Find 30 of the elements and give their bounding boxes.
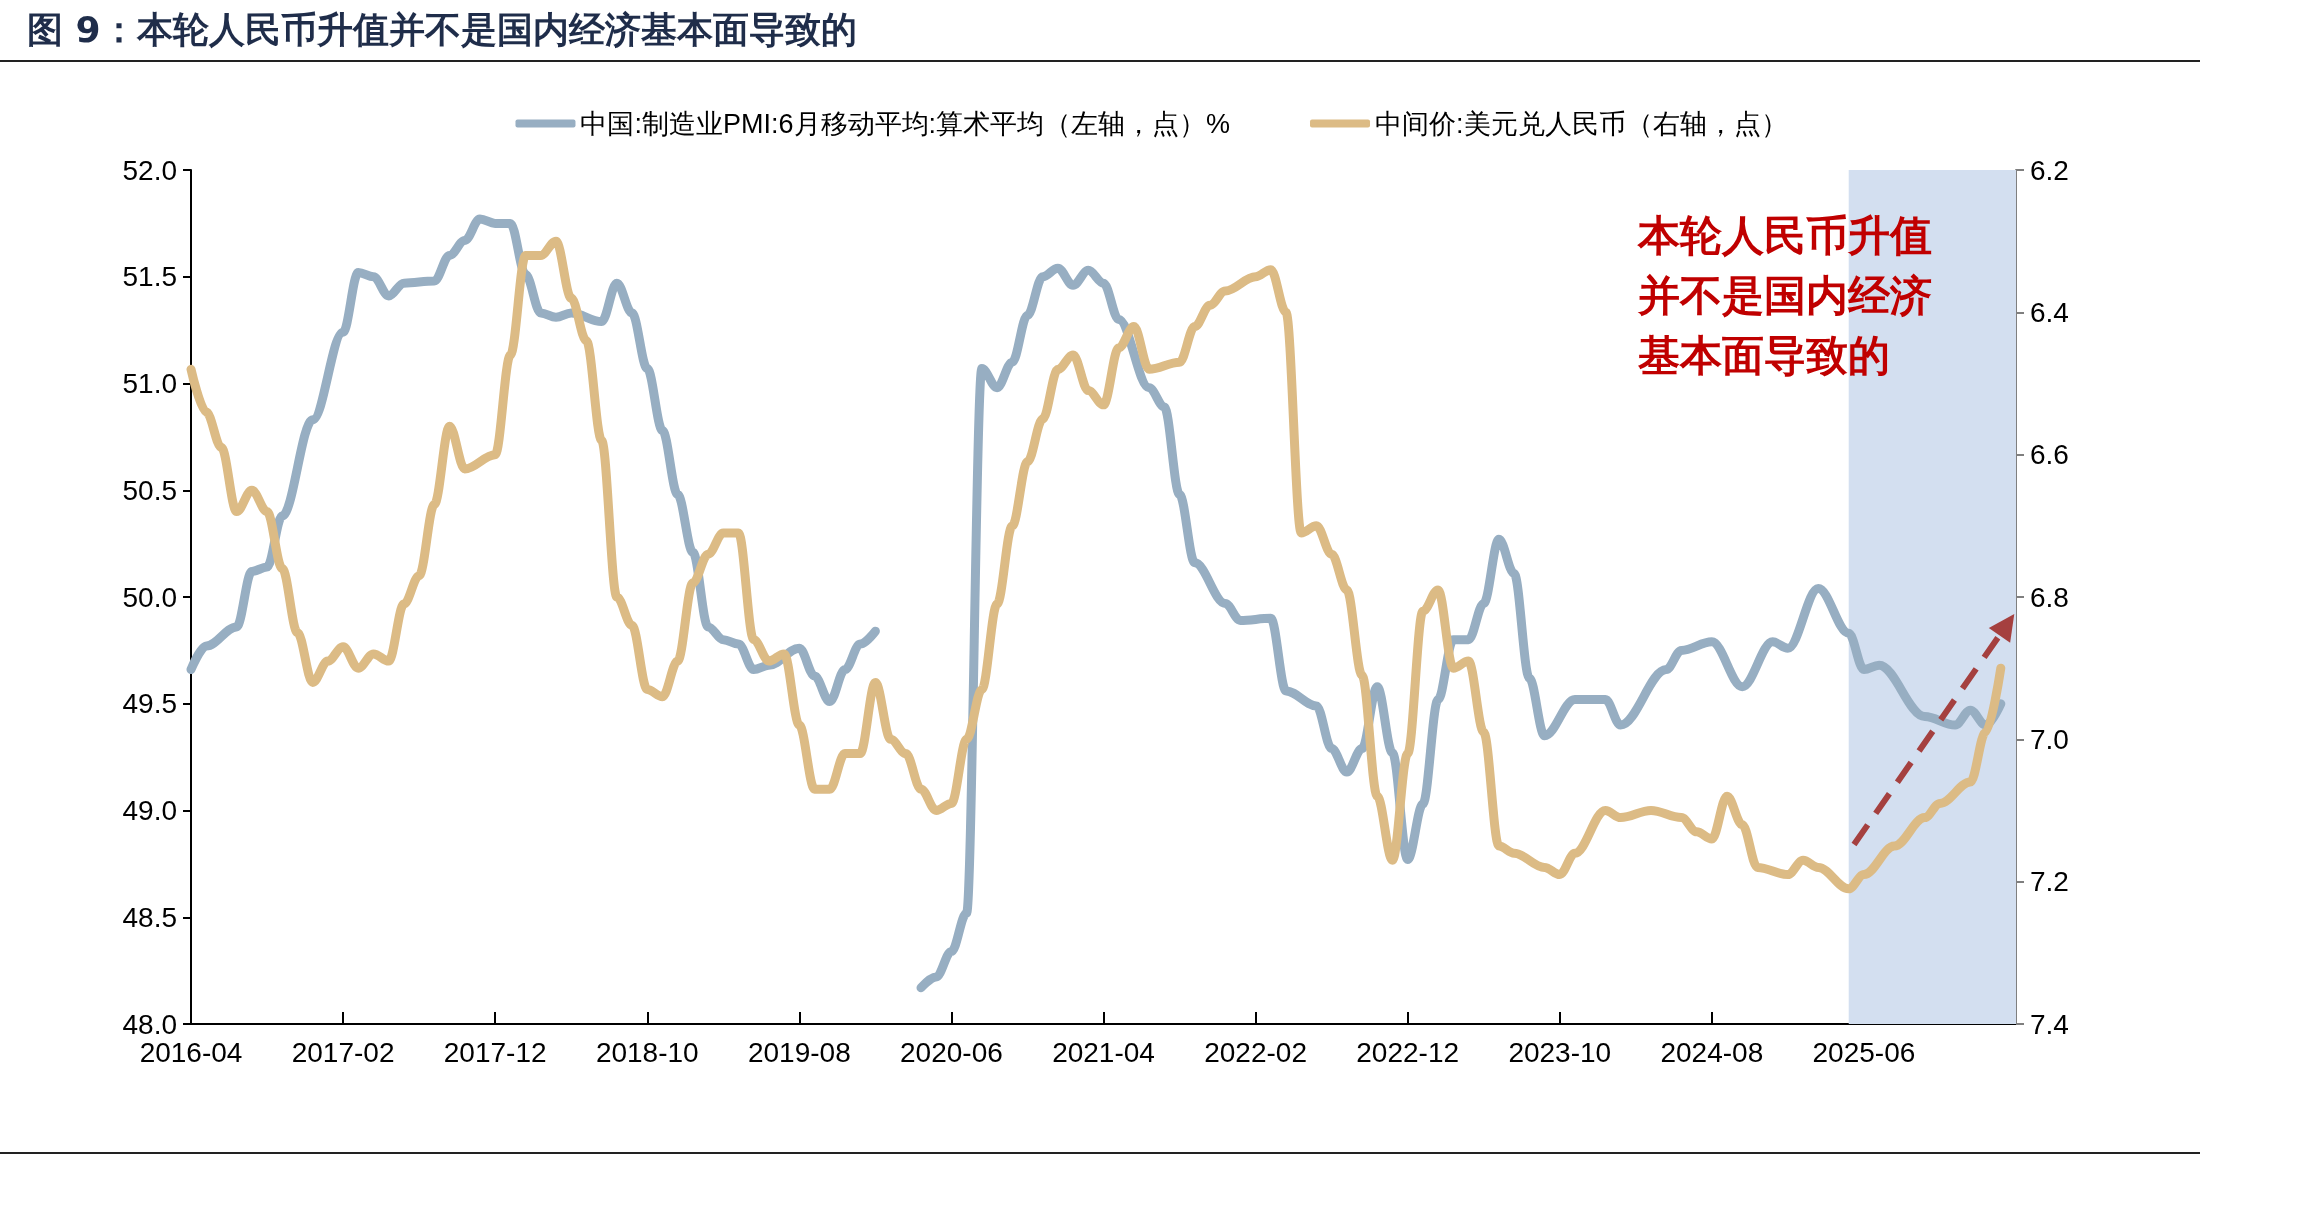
x-tick-label: 2017-12: [443, 1036, 547, 1068]
x-tick-label: 2022-12: [1356, 1036, 1460, 1068]
x-tick-label: 2022-02: [1204, 1036, 1307, 1068]
y2-tick-label: 6.8: [2030, 581, 2069, 613]
y-tick-label: 49.0: [122, 795, 177, 826]
x-tick-label: 2017-02: [291, 1036, 395, 1068]
annotation: 本轮人民币升值并不是国内经济基本面导致的: [1637, 210, 1932, 380]
x-tick-label: 2020-06: [900, 1036, 1003, 1068]
x-tick-label: 2023-10: [1508, 1036, 1612, 1068]
y-tick-label: 51.0: [122, 368, 177, 399]
y-tick-label: 50.5: [122, 474, 177, 506]
y2-tick-label: 6.6: [2030, 439, 2069, 471]
y-tick-label: 52.0: [122, 154, 177, 186]
chart-title: 图 9：本轮人民币升值并不是国内经济基本面导致的: [27, 8, 857, 50]
x-tick-label: 2018-10: [595, 1036, 699, 1068]
legend-label: 中国:制造业PMI:6月移动平均:算术平均（左轴，点）%: [580, 108, 1231, 139]
x-tick-label: 2021-04: [1052, 1036, 1155, 1068]
y2-tick-label: 7.0: [2030, 723, 2069, 755]
y2-tick-label: 6.4: [2030, 296, 2069, 328]
x-tick-label: 2025-06: [1812, 1036, 1916, 1068]
y-tick-label: 51.5: [122, 261, 177, 293]
y2-tick-label: 7.2: [2030, 866, 2069, 898]
x-tick-label: 2024-08: [1660, 1036, 1764, 1068]
y-tick-label: 50.0: [122, 581, 177, 613]
y-tick-label: 48.5: [122, 901, 177, 933]
y-tick-label: 49.5: [122, 688, 177, 720]
y2-tick-label: 6.2: [2030, 154, 2069, 186]
legend-label: 中间价:美元兑人民币（右轴，点）: [1375, 108, 1788, 139]
x-tick-label: 2019-08: [747, 1036, 851, 1068]
y2-tick-label: 7.4: [2030, 1008, 2069, 1040]
